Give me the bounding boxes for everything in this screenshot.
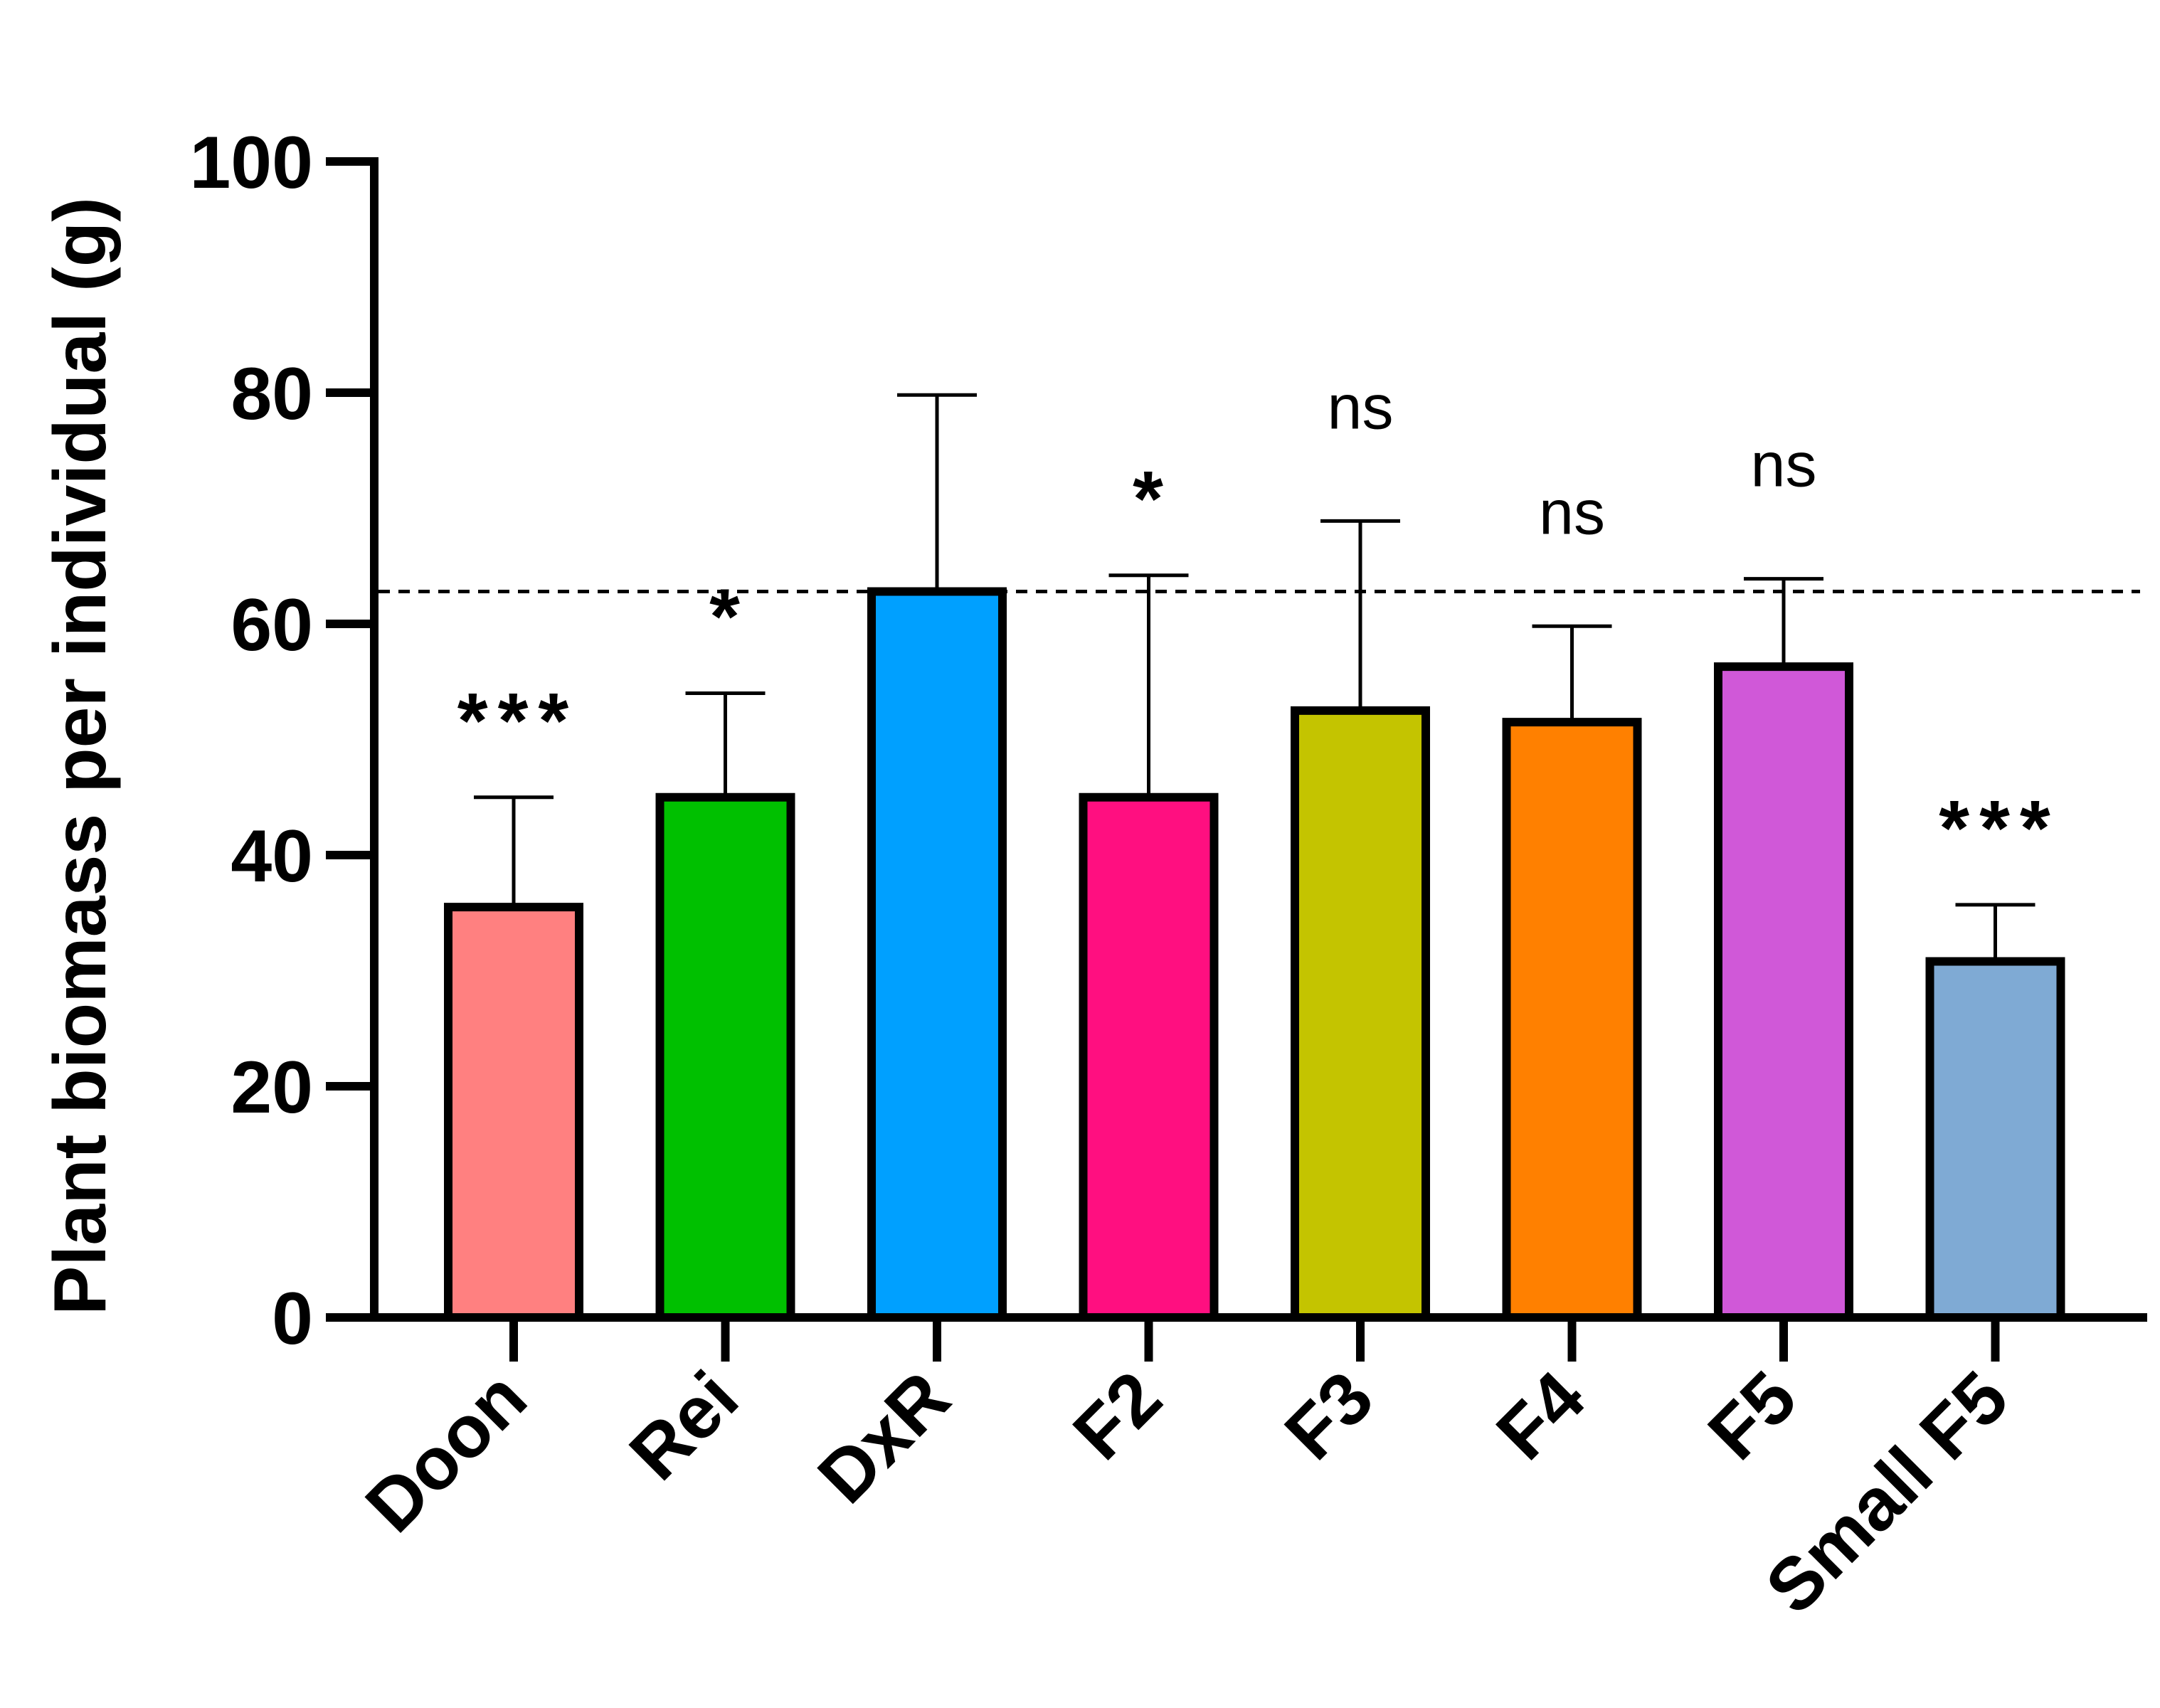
bar (1291, 706, 1430, 1322)
y-tick-label: 0 (272, 1278, 313, 1360)
x-tick-label: F5 (1693, 1356, 1812, 1475)
significance-label: *** (457, 677, 578, 765)
bar (1502, 718, 1642, 1322)
significance-label: * (709, 573, 750, 661)
y-tick-label: 80 (231, 353, 313, 435)
y-tick-label: 100 (189, 122, 313, 204)
x-tick-label: Doon (350, 1356, 542, 1548)
significance-label: ns (1328, 371, 1394, 442)
y-axis-title: Plant biomass per individual (g) (39, 197, 122, 1315)
y-axis-label-group: Plant biomass per individual (g) (39, 197, 122, 1315)
error-bars-group (474, 393, 2035, 962)
y-tick-label: 40 (231, 815, 313, 898)
x-tick-label: F2 (1058, 1356, 1177, 1475)
bars-group (444, 587, 2065, 1322)
bar (1079, 792, 1219, 1322)
y-axis: 0 20 40 60 80 100 (189, 122, 378, 1360)
bar (1714, 662, 1853, 1322)
bar (1925, 957, 2065, 1322)
significance-label: ns (1751, 430, 1817, 500)
significance-label: ns (1539, 477, 1605, 547)
significance-label: *** (1939, 785, 2060, 872)
bar (867, 587, 1007, 1322)
x-tick-label: F3 (1269, 1356, 1389, 1475)
significance-label: * (1133, 455, 1173, 543)
y-tick-label: 20 (231, 1046, 313, 1129)
y-tick-label: 60 (231, 584, 313, 667)
x-tick-label: F4 (1481, 1356, 1601, 1475)
x-tick-label: DxR (803, 1356, 965, 1519)
bar (655, 792, 795, 1322)
x-tick-label: Rei (614, 1356, 753, 1495)
bar (444, 903, 583, 1322)
